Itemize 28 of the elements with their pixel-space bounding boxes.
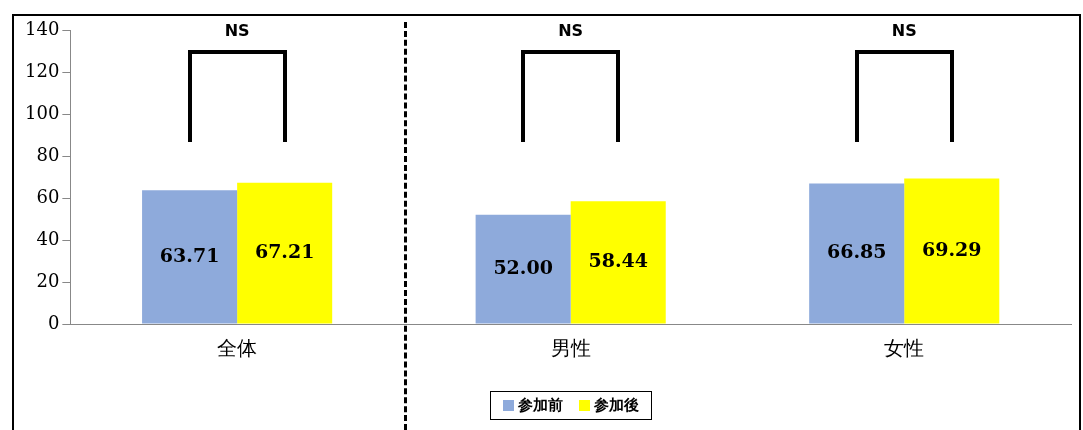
y-tick-label: 100 [25, 101, 60, 123]
bar [904, 178, 1000, 324]
annotation: NS [224, 21, 250, 41]
legend-label: 参加後 [593, 396, 639, 415]
data-label: 69.29 [922, 237, 982, 260]
y-tick-label: 140 [25, 17, 60, 39]
y-tick-label: 120 [25, 59, 60, 81]
data-label: 52.00 [493, 256, 553, 279]
annotation: NS [891, 21, 917, 41]
y-tick-label: 40 [36, 227, 60, 249]
x-tick-label: 女性 [884, 336, 925, 361]
bar [809, 183, 905, 324]
y-tick-label: 0 [47, 311, 60, 333]
bar [142, 190, 238, 324]
x-tick-label: 男性 [550, 336, 591, 361]
y-tick-label: 60 [36, 185, 60, 207]
annotation: NS [558, 21, 584, 41]
y-tick-label: 20 [36, 269, 60, 291]
bar [475, 214, 571, 324]
bar [570, 201, 666, 324]
data-label: 67.21 [254, 240, 315, 263]
bar [237, 182, 333, 324]
data-label: 66.85 [826, 240, 887, 263]
y-tick-label: 80 [36, 143, 60, 165]
legend-label: 参加前 [517, 396, 563, 415]
data-label: 63.71 [159, 243, 220, 266]
data-label: 58.44 [588, 249, 648, 272]
x-tick-label: 全体 [217, 336, 258, 361]
